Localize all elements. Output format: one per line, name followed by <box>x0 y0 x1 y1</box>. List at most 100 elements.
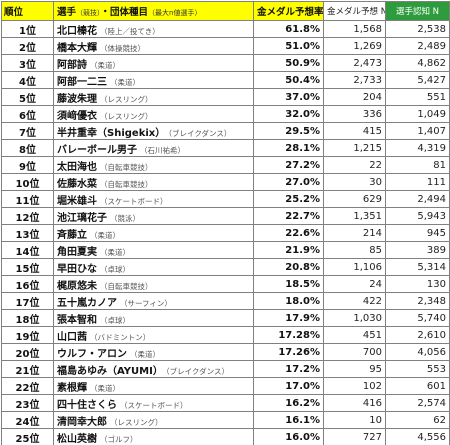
gold-rate-cell: 17.9% <box>253 309 324 327</box>
athlete-name: ウルフ・アロン <box>57 348 127 360</box>
athlete-cell: 素根輝 （柔道） <box>53 377 254 395</box>
sport-note: （石川祐希） <box>140 145 185 155</box>
table-row: 8位 バレーボール男子 （石川祐希） 28.1% 1,215 4,319 <box>1 139 450 157</box>
athlete-cell: 佐藤水菜 （自転車競技） <box>53 173 254 191</box>
gold-votes-cell: 95 <box>323 360 386 378</box>
table-row: 17位 五十嵐カノア （サーフィン） 18.0% 422 2,348 <box>1 292 450 310</box>
rank-cell: 8位 <box>1 139 54 157</box>
athlete-cell: 松山英樹 （ゴルフ） <box>53 428 254 445</box>
table-row: 22位 素根輝 （柔道） 17.0% 102 601 <box>1 377 450 395</box>
athlete-cell: 斉藤立 （柔道） <box>53 224 254 242</box>
sport-note: （レスリング） <box>110 417 163 427</box>
athlete-name: 橋本大輝 <box>57 42 97 54</box>
sport-note: （体操競技） <box>100 43 145 53</box>
rank-cell: 16位 <box>1 275 54 293</box>
awareness-cell: 2,610 <box>385 326 450 344</box>
gold-votes-cell: 727 <box>323 428 386 445</box>
gold-votes-cell: 1,106 <box>323 258 386 276</box>
table-row: 10位 佐藤水菜 （自転車競技） 27.0% 30 111 <box>1 173 450 191</box>
rank-cell: 9位 <box>1 156 54 174</box>
awareness-cell: 130 <box>385 275 450 293</box>
awareness-cell: 4,556 <box>385 428 450 445</box>
athlete-name: 斉藤立 <box>57 229 87 241</box>
header-rank: 順位 <box>1 1 54 21</box>
athlete-cell: 堀米雄斗 （スケートボード） <box>53 190 254 208</box>
gold-votes-cell: 30 <box>323 173 386 191</box>
gold-rate-cell: 28.1% <box>253 139 324 157</box>
gold-rate-cell: 17.0% <box>253 377 324 395</box>
athlete-cell: 角田夏実 （柔道） <box>53 241 254 259</box>
athlete-name: バレーボール男子 <box>57 144 137 156</box>
gold-votes-cell: 336 <box>323 105 386 123</box>
sport-note: （卓球） <box>100 264 130 274</box>
athlete-name: 清岡幸大郎 <box>57 416 107 428</box>
gold-rate-cell: 50.4% <box>253 71 324 89</box>
awareness-cell: 2,574 <box>385 394 450 412</box>
athlete-name: 素根輝 <box>57 382 87 394</box>
gold-rate-cell: 17.26% <box>253 343 324 361</box>
athlete-cell: 須﨑優衣 （レスリング） <box>53 105 254 123</box>
gold-rate-cell: 32.0% <box>253 105 324 123</box>
athlete-name: 張本智和 <box>57 314 97 326</box>
athlete-name: 半井重幸（Shigekix） <box>57 127 166 139</box>
gold-votes-cell: 1,568 <box>323 20 386 38</box>
table-row: 11位 堀米雄斗 （スケートボード） 25.2% 629 2,494 <box>1 190 450 208</box>
gold-votes-cell: 1,030 <box>323 309 386 327</box>
gold-rate-cell: 16.2% <box>253 394 324 412</box>
sport-note: （スケートボード） <box>120 400 188 410</box>
gold-votes-cell: 102 <box>323 377 386 395</box>
header-row: 順位 選手（競技）・団体種目（最大n値選手） 金メダル予想率 金メダル予想 N … <box>1 1 450 21</box>
gold-rate-cell: 27.2% <box>253 156 324 174</box>
athlete-cell: 山口茜 （バドミントン） <box>53 326 254 344</box>
sport-note: （レスリング） <box>100 111 153 121</box>
athlete-name: 太田海也 <box>57 161 97 173</box>
table-row: 1位 北口榛花 （陸上／投てき） 61.8% 1,568 2,538 <box>1 20 450 38</box>
table-row: 15位 早田ひな （卓球） 20.8% 1,106 5,314 <box>1 258 450 276</box>
gold-votes-cell: 85 <box>323 241 386 259</box>
awareness-cell: 5,740 <box>385 309 450 327</box>
athlete-cell: 四十住さくら （スケートボード） <box>53 394 254 412</box>
gold-rate-cell: 21.9% <box>253 241 324 259</box>
rank-cell: 17位 <box>1 292 54 310</box>
gold-votes-cell: 2,733 <box>323 71 386 89</box>
gold-votes-cell: 451 <box>323 326 386 344</box>
gold-votes-cell: 214 <box>323 224 386 242</box>
sport-note: （柔道） <box>90 230 120 240</box>
rank-cell: 5位 <box>1 88 54 106</box>
athlete-name: 松山英樹 <box>57 433 97 445</box>
table-row: 23位 四十住さくら （スケートボード） 16.2% 416 2,574 <box>1 394 450 412</box>
sport-note: （陸上／投てき） <box>100 26 160 36</box>
gold-votes-cell: 415 <box>323 122 386 140</box>
rank-cell: 14位 <box>1 241 54 259</box>
gold-rate-cell: 29.5% <box>253 122 324 140</box>
athlete-cell: 早田ひな （卓球） <box>53 258 254 276</box>
awareness-cell: 945 <box>385 224 450 242</box>
gold-rate-cell: 16.0% <box>253 428 324 445</box>
gold-votes-cell: 24 <box>323 275 386 293</box>
sport-note: （柔道） <box>90 383 120 393</box>
awareness-cell: 4,056 <box>385 343 450 361</box>
gold-rate-cell: 27.0% <box>253 173 324 191</box>
athlete-cell: 梶原悠未 （自転車競技） <box>53 275 254 293</box>
table-body: 1位 北口榛花 （陸上／投てき） 61.8% 1,568 2,538 2位 橋本大輝 （体操競技… <box>1 20 450 445</box>
sport-note: （レスリング） <box>100 94 153 104</box>
sport-note: （自転車競技） <box>100 162 153 172</box>
awareness-cell: 2,489 <box>385 37 450 55</box>
sport-note: （スケートボード） <box>100 196 168 206</box>
rank-cell: 20位 <box>1 343 54 361</box>
table-row: 7位 半井重幸（Shigekix） （ブレイクダンス） 29.5% 415 1,407 <box>1 122 450 140</box>
athlete-name: 阿部一二三 <box>57 76 107 88</box>
table-row: 5位 藤波朱理 （レスリング） 37.0% 204 551 <box>1 88 450 106</box>
rank-cell: 2位 <box>1 37 54 55</box>
sport-note: （競泳） <box>110 213 140 223</box>
rank-cell: 24位 <box>1 411 54 429</box>
sport-note: （柔道） <box>90 60 120 70</box>
sport-note: （バドミントン） <box>90 332 151 342</box>
awareness-cell: 601 <box>385 377 450 395</box>
athlete-name: 山口茜 <box>57 331 87 343</box>
awareness-cell: 5,943 <box>385 207 450 225</box>
gold-rate-cell: 25.2% <box>253 190 324 208</box>
gold-votes-cell: 22 <box>323 156 386 174</box>
awareness-cell: 389 <box>385 241 450 259</box>
rank-cell: 10位 <box>1 173 54 191</box>
